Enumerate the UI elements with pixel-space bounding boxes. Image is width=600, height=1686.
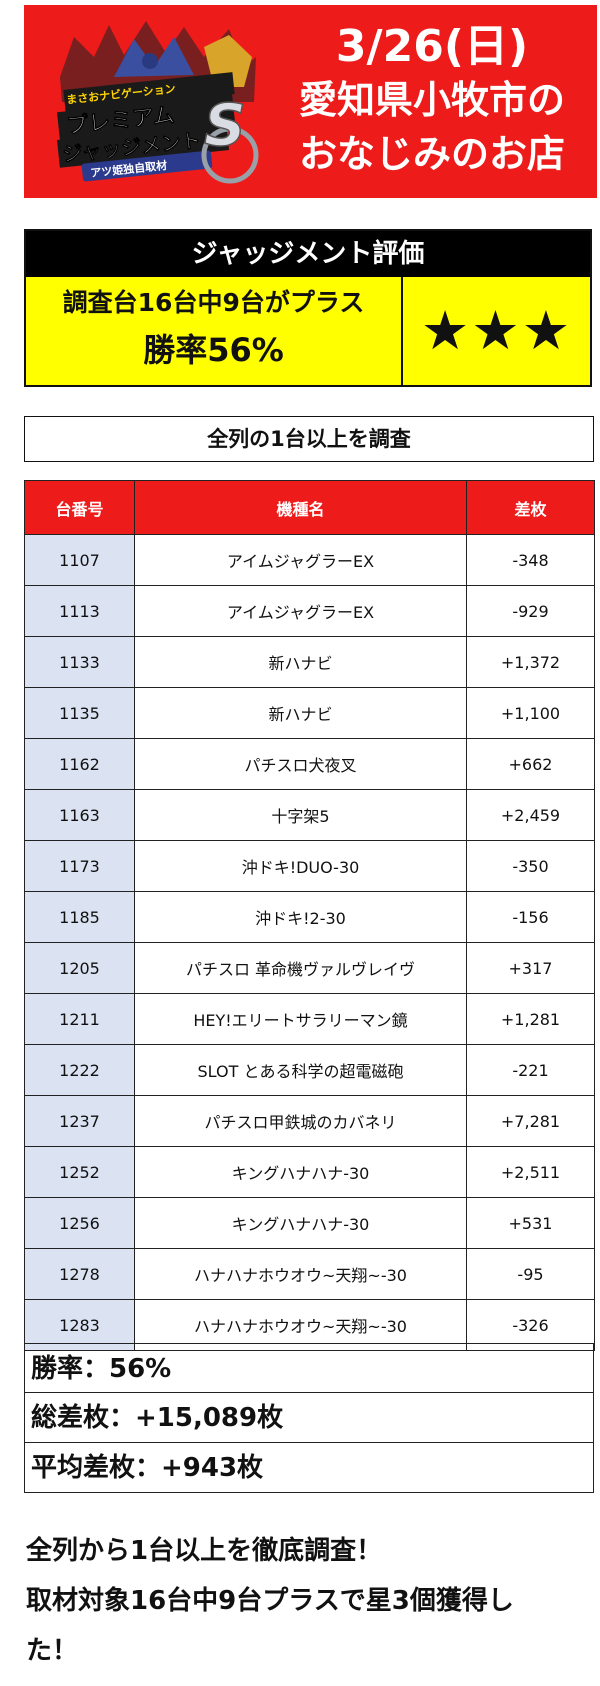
model-name-cell: 十字架5 — [134, 789, 467, 841]
coin-difference-cell: -348 — [466, 534, 595, 586]
table-row: 1173 沖ドキ!DUO-30 -350 — [24, 840, 595, 892]
column-header-model-name: 機種名 — [134, 480, 467, 535]
header-banner: まさおナビゲーション プレミアム ジャッジメント アツ姫独自取材 S 3/26(… — [24, 5, 597, 198]
premium-judgment-logo: まさおナビゲーション プレミアム ジャッジメント アツ姫独自取材 S — [57, 21, 259, 184]
machine-number-cell: 1133 — [24, 636, 135, 688]
table-row: 1283 ハナハナホウオウ~天翔~-30 -326 — [24, 1299, 595, 1351]
judgment-summary: 調査台16台中9台がプラス — [62, 288, 365, 317]
machine-number-cell: 1163 — [24, 789, 135, 841]
machine-number-cell: 1222 — [24, 1044, 135, 1096]
machine-number-cell: 1107 — [24, 534, 135, 586]
model-name-cell: HEY!エリートサラリーマン鏡 — [134, 993, 467, 1045]
closing-text: 全列から1台以上を徹底調査！ 取材対象16台中9台プラスで星3個獲得し た！ — [26, 1526, 592, 1676]
table-row: 1211 HEY!エリートサラリーマン鏡 +1,281 — [24, 993, 595, 1045]
model-name-cell: ハナハナホウオウ~天翔~-30 — [134, 1248, 467, 1300]
machine-number-cell: 1211 — [24, 993, 135, 1045]
summary-block: 勝率：56% 総差枚：+15,089枚 平均差枚：+943枚 — [24, 1343, 594, 1493]
model-name-cell: パチスロ 革命機ヴァルヴレイヴ — [134, 942, 467, 994]
summary-win-rate: 勝率：56% — [24, 1343, 594, 1393]
table-header-row: 台番号 機種名 差枚 — [24, 480, 595, 535]
table-row: 1237 パチスロ甲鉄城のカバネリ +7,281 — [24, 1095, 595, 1147]
store-description: おなじみのお店 — [298, 132, 565, 176]
coin-difference-cell: -156 — [466, 891, 595, 943]
model-name-cell: キングハナハナ-30 — [134, 1197, 467, 1249]
model-name-cell: アイムジャグラーEX — [134, 534, 467, 586]
coin-difference-cell: +531 — [466, 1197, 595, 1249]
column-header-machine-number: 台番号 — [24, 480, 135, 535]
logo-letter: S — [204, 91, 246, 159]
column-header-coin-difference: 差枚 — [466, 480, 595, 535]
table-row: 1252 キングハナハナ-30 +2,511 — [24, 1146, 595, 1198]
star-rating: ★★★ — [420, 299, 573, 362]
table-row: 1222 SLOT とある科学の超電磁砲 -221 — [24, 1044, 595, 1096]
model-name-cell: パチスロ甲鉄城のカバネリ — [134, 1095, 467, 1147]
coin-difference-cell: +1,100 — [466, 687, 595, 739]
judgment-result: 調査台16台中9台がプラス 勝率56% — [26, 277, 403, 385]
survey-scope-label: 全列の1台以上を調査 — [24, 416, 594, 462]
coin-difference-cell: -221 — [466, 1044, 595, 1096]
coin-difference-cell: +7,281 — [466, 1095, 595, 1147]
coin-difference-cell: -95 — [466, 1248, 595, 1300]
table-row: 1133 新ハナビ +1,372 — [24, 636, 595, 688]
model-name-cell: 沖ドキ!DUO-30 — [134, 840, 467, 892]
machine-number-cell: 1162 — [24, 738, 135, 790]
table-row: 1135 新ハナビ +1,100 — [24, 687, 595, 739]
machine-number-cell: 1283 — [24, 1299, 135, 1351]
model-name-cell: パチスロ犬夜叉 — [134, 738, 467, 790]
coin-difference-cell: +317 — [466, 942, 595, 994]
coin-difference-cell: +662 — [466, 738, 595, 790]
machine-results-table: 台番号 機種名 差枚 1107 アイムジャグラーEX -348 1113 アイムジャグラ… — [24, 480, 595, 1351]
table-row: 1205 パチスロ 革命機ヴァルヴレイヴ +317 — [24, 942, 595, 994]
machine-number-cell: 1256 — [24, 1197, 135, 1249]
table-row: 1163 十字架5 +2,459 — [24, 789, 595, 841]
model-name-cell: 新ハナビ — [134, 636, 467, 688]
machine-number-cell: 1135 — [24, 687, 135, 739]
model-name-cell: ハナハナホウオウ~天翔~-30 — [134, 1299, 467, 1351]
coin-difference-cell: -929 — [466, 585, 595, 637]
machine-number-cell: 1278 — [24, 1248, 135, 1300]
closing-line: 取材対象16台中9台プラスで星3個獲得し — [26, 1586, 514, 1616]
table-row: 1107 アイムジャグラーEX -348 — [24, 534, 595, 586]
judgment-win-rate: 勝率56% — [143, 331, 284, 369]
table-row: 1256 キングハナハナ-30 +531 — [24, 1197, 595, 1249]
model-name-cell: アイムジャグラーEX — [134, 585, 467, 637]
table-row: 1162 パチスロ犬夜叉 +662 — [24, 738, 595, 790]
coin-difference-cell: +1,281 — [466, 993, 595, 1045]
closing-line: 全列から1台以上を徹底調査！ — [26, 1536, 383, 1566]
table-body: 1107 アイムジャグラーEX -348 1113 アイムジャグラーEX -929 1133… — [24, 534, 595, 1351]
store-location: 愛知県小牧市の — [298, 78, 565, 122]
machine-number-cell: 1173 — [24, 840, 135, 892]
table-row: 1185 沖ドキ!2-30 -156 — [24, 891, 595, 943]
coin-difference-cell: -326 — [466, 1299, 595, 1351]
summary-total-difference: 総差枚：+15,089枚 — [24, 1393, 594, 1443]
machine-number-cell: 1113 — [24, 585, 135, 637]
model-name-cell: 新ハナビ — [134, 687, 467, 739]
model-name-cell: 沖ドキ!2-30 — [134, 891, 467, 943]
closing-line: た！ — [26, 1636, 79, 1666]
event-date: 3/26(日) — [335, 21, 529, 72]
coin-difference-cell: -350 — [466, 840, 595, 892]
coin-difference-cell: +2,511 — [466, 1146, 595, 1198]
judgment-header: ジャッジメント評価 — [26, 231, 590, 277]
table-row: 1113 アイムジャグラーEX -929 — [24, 585, 595, 637]
model-name-cell: SLOT とある科学の超電磁砲 — [134, 1044, 467, 1096]
table-row: 1278 ハナハナホウオウ~天翔~-30 -95 — [24, 1248, 595, 1300]
machine-number-cell: 1252 — [24, 1146, 135, 1198]
machine-number-cell: 1237 — [24, 1095, 135, 1147]
judgment-body: 調査台16台中9台がプラス 勝率56% ★★★ — [26, 277, 590, 385]
summary-average-difference: 平均差枚：+943枚 — [24, 1443, 594, 1493]
model-name-cell: キングハナハナ-30 — [134, 1146, 467, 1198]
banner-text: 3/26(日) 愛知県小牧市の おなじみのお店 — [262, 21, 600, 181]
coin-difference-cell: +2,459 — [466, 789, 595, 841]
machine-number-cell: 1205 — [24, 942, 135, 994]
machine-number-cell: 1185 — [24, 891, 135, 943]
coin-difference-cell: +1,372 — [466, 636, 595, 688]
judgment-box: ジャッジメント評価 調査台16台中9台がプラス 勝率56% ★★★ — [24, 229, 592, 387]
